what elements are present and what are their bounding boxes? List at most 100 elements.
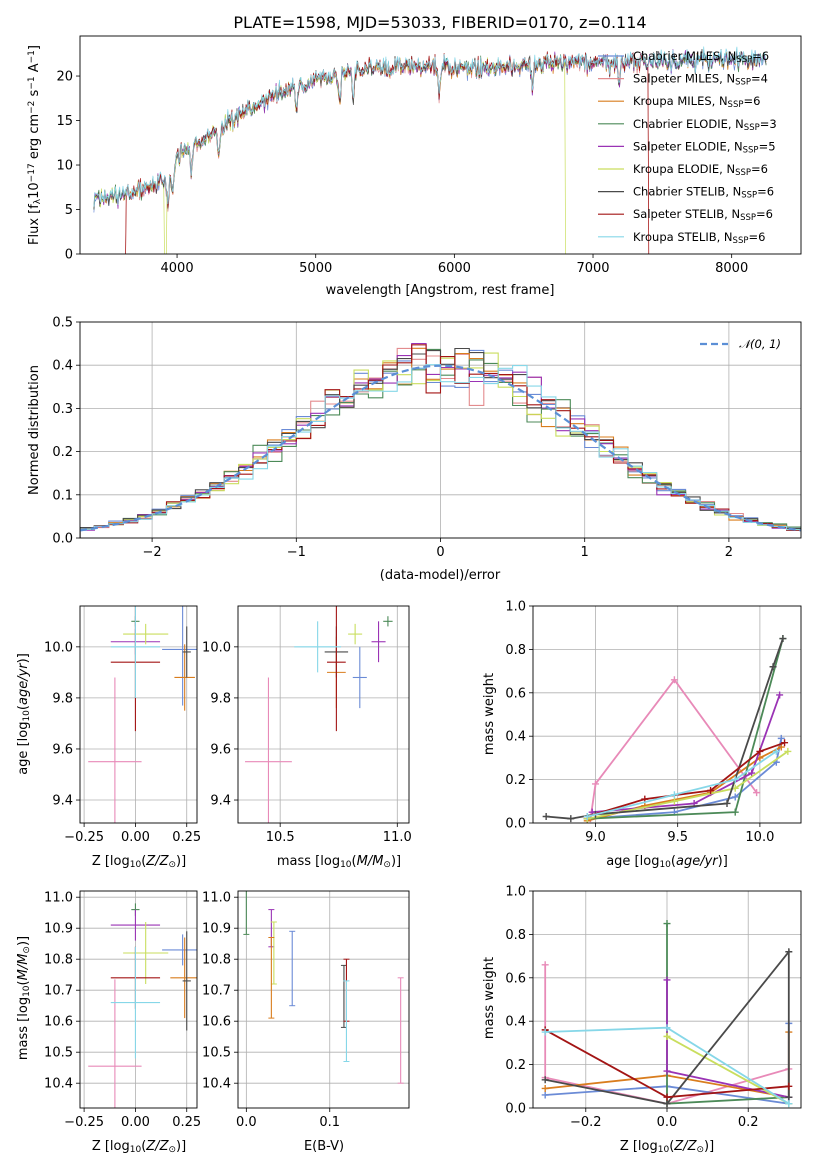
label-part: 10 <box>22 985 32 997</box>
x-axis-label: age [log10(age/yr)] <box>606 854 728 870</box>
y-tick-label: 10.6 <box>202 1015 231 1030</box>
label-part: Z [log <box>92 854 130 869</box>
legend-text: Salpeter ELODIE, N <box>633 139 743 153</box>
y-tick-label: 10.0 <box>44 640 73 655</box>
legend-entry-chabrier-stelib: Chabrier STELIB, NSSP=6 <box>633 185 774 201</box>
errorbar-chabrier-elodie <box>243 891 250 935</box>
legend-entry-kroupa-miles: Kroupa MILES, NSSP=6 <box>633 94 760 110</box>
weight-marker <box>772 747 780 755</box>
y-tick-label: 0.4 <box>52 359 73 374</box>
weight-marker <box>777 734 785 742</box>
y-tick-label: 9.4 <box>52 794 73 809</box>
errorbar-kroupa-stelib <box>110 946 161 1059</box>
y-tick-label: 0.2 <box>505 773 526 788</box>
errorbar-salpeter-elodie <box>110 909 161 941</box>
plot-area <box>243 891 404 1084</box>
errorbar-chabrier-miles <box>162 934 197 966</box>
label-part: ⊙ <box>168 860 176 870</box>
x-tick-label: 0.2 <box>738 1115 759 1130</box>
label-part: age/yr <box>16 662 31 705</box>
label-part: ( <box>671 854 676 869</box>
plot-area <box>88 903 197 1108</box>
grid <box>80 891 197 1108</box>
errorbar-pink <box>88 677 142 823</box>
panel-mass-vs-Z: −0.25 0.00 0.25 10.4 10.5 10.6 10.7 10.8 10.9 11.… <box>44 890 201 1130</box>
plot-area <box>245 606 393 823</box>
y-tick-label: 0.5 <box>52 316 73 331</box>
axes: −0.2 0.0 0.2 0.0 0.2 0.4 0.6 0.8 1.0 <box>505 885 758 1131</box>
axes: 9.0 9.5 10.0 0.0 0.2 0.4 0.6 0.8 1.0 <box>505 600 774 846</box>
y-tick-label: 0.0 <box>505 817 526 832</box>
chart-title: PLATE=1598, MJD=53033, FIBERID=0170, z=0… <box>233 13 646 32</box>
weight-marker <box>541 1091 549 1099</box>
weight-marker <box>781 739 789 747</box>
legend-text: Chabrier ELODIE, N <box>633 117 744 131</box>
y-tick-label: 0.2 <box>505 1058 526 1073</box>
axes-frame <box>79 605 198 824</box>
x-tick-label: 11.0 <box>383 830 412 845</box>
y-axis-label: mass weight <box>482 673 497 755</box>
plot-area <box>542 635 792 823</box>
y-tick-label: 10.9 <box>202 922 231 937</box>
label-part: ( <box>141 854 146 869</box>
legend-text: Salpeter MILES, N <box>633 72 735 86</box>
legend-entry-kroupa-stelib: Kroupa STELIB, NSSP=6 <box>633 230 765 246</box>
weight-marker <box>541 1084 549 1092</box>
y-tick-label: 0.6 <box>505 971 526 986</box>
legend-text: Kroupa MILES, N <box>633 94 728 108</box>
weight-marker <box>591 780 599 788</box>
label-part: )] <box>704 1139 714 1154</box>
errorbar-chabrier-elodie <box>383 616 393 627</box>
legend-text: Chabrier STELIB, N <box>633 185 741 199</box>
errorbar-salpeter-stelib <box>327 606 346 732</box>
weight-marker <box>663 976 671 984</box>
label-part: mass [log <box>16 997 31 1060</box>
x-tick-label: −1 <box>287 545 306 560</box>
weight-marker <box>731 793 739 801</box>
label-part: M/M <box>16 954 31 981</box>
label-part: )] <box>176 1139 186 1154</box>
label-part: Z [log <box>92 1139 130 1154</box>
errorbar-kroupa-stelib <box>110 606 161 698</box>
label-part: M/M <box>357 854 384 869</box>
weight-marker <box>785 1093 793 1101</box>
y-axis-label: Normed distribution <box>27 365 42 495</box>
errorbar-kroupa-stelib <box>343 980 350 1062</box>
y-axis-label: age [log10(age/yr)] <box>16 653 32 775</box>
legend-value: =6 <box>756 207 773 221</box>
label-part: )] <box>718 854 728 869</box>
weight-marker <box>731 776 739 784</box>
legend-entry-salpeter-elodie: Salpeter ELODIE, NSSP=5 <box>633 139 776 155</box>
axes: −2 −1 0 1 2 0.0 0.1 0.2 0.3 0.4 0.5 <box>52 316 733 561</box>
weight-line <box>546 638 784 820</box>
errorbar-pink <box>245 677 292 823</box>
weight-line <box>666 1035 790 1105</box>
legend-value: =6 <box>757 185 774 199</box>
y-tick-label: 10.4 <box>44 1077 73 1092</box>
label-part: 10 <box>130 1145 142 1155</box>
y-tick-label: 15 <box>56 114 73 129</box>
errorbar-kroupa-elodie <box>123 922 169 984</box>
legend-value: =6 <box>748 230 765 244</box>
y-tick-label: 9.6 <box>210 742 231 757</box>
x-axis-label: Z [log10(Z/Z⊙)] <box>92 854 186 870</box>
y-tick-label: 0.1 <box>52 488 73 503</box>
x-tick-label: 0 <box>436 545 444 560</box>
label-part: ( <box>669 1139 674 1154</box>
x-tick-label: 0.0 <box>657 1115 678 1130</box>
y-tick-label: 11.0 <box>202 891 231 906</box>
y-tick-label: 5 <box>65 203 73 218</box>
weight-marker <box>756 747 764 755</box>
errorbar-chabrier-stelib <box>182 931 191 1031</box>
legend-value: =3 <box>760 117 777 131</box>
label-part: 10 <box>659 860 671 870</box>
label-part: −2 <box>27 101 37 114</box>
axes: 4000 5000 6000 7000 8000 0 5 10 15 20 <box>56 70 748 276</box>
legend-text: Kroupa ELODIE, N <box>633 162 735 176</box>
y-tick-label: 0.8 <box>505 928 526 943</box>
label-part: A <box>27 63 42 76</box>
weight-marker <box>663 920 671 928</box>
label-part: 10 <box>340 860 352 870</box>
y-tick-label: 10.5 <box>202 1046 231 1061</box>
